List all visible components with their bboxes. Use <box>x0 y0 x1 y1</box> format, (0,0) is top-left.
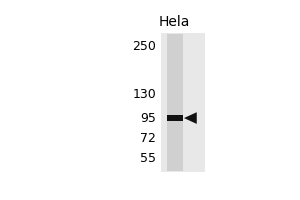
Bar <box>167 115 183 121</box>
Text: Hela: Hela <box>159 15 190 29</box>
Polygon shape <box>184 112 197 124</box>
Text: 72: 72 <box>140 132 156 145</box>
Text: 130: 130 <box>132 88 156 101</box>
Bar <box>167 34 183 171</box>
Bar <box>161 33 205 172</box>
Text: 95: 95 <box>140 112 156 125</box>
Text: 55: 55 <box>140 152 156 165</box>
Text: 250: 250 <box>132 40 156 53</box>
